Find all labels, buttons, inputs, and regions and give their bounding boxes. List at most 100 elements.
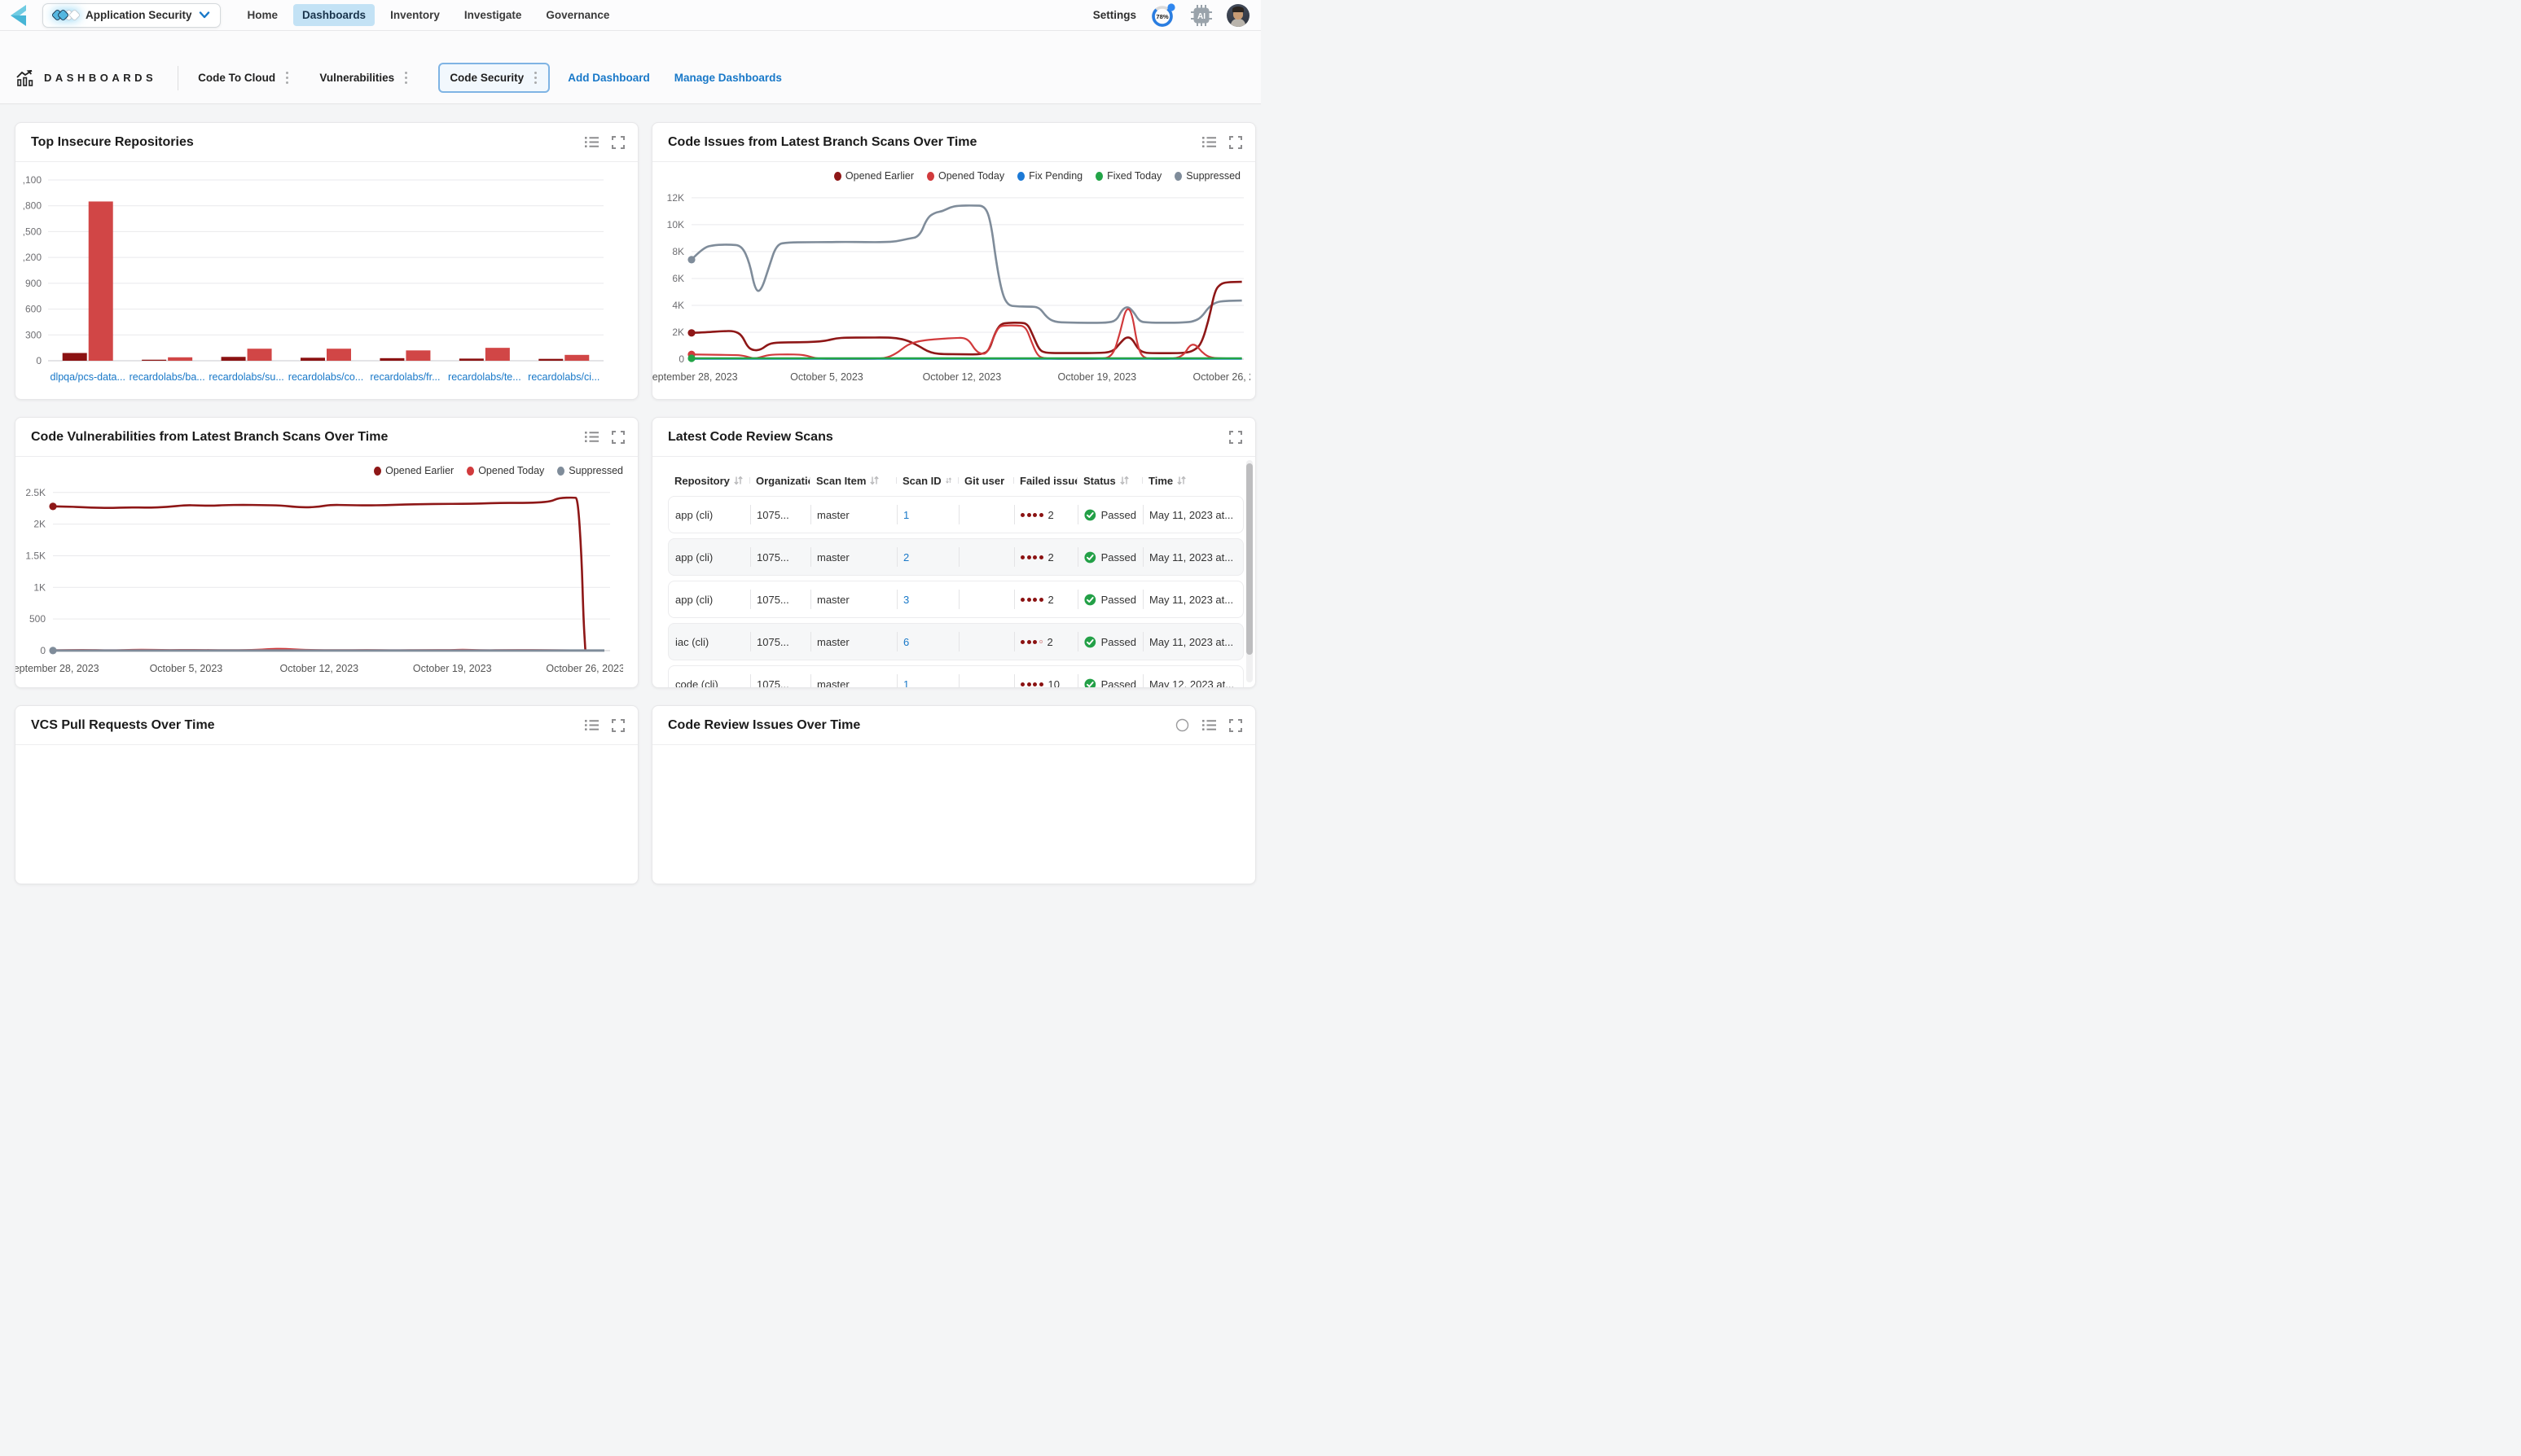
nav-item-governance[interactable]: Governance bbox=[537, 4, 618, 26]
progress-ring[interactable]: 78% bbox=[1150, 2, 1176, 29]
bar-category-link[interactable]: dlpqa/pcs-data... bbox=[51, 371, 125, 383]
legend-item[interactable]: Opened Today bbox=[467, 463, 544, 478]
cell-git-user bbox=[959, 581, 1014, 617]
severity-dots bbox=[1021, 513, 1043, 517]
user-avatar[interactable] bbox=[1227, 4, 1250, 27]
ai-assistant-icon[interactable]: AI bbox=[1190, 4, 1213, 27]
column-header[interactable]: Organization bbox=[749, 475, 810, 487]
dashboards-chart-icon bbox=[16, 70, 34, 86]
bar-category-link[interactable]: recardolabs/co... bbox=[288, 371, 363, 383]
nav-item-investigate[interactable]: Investigate bbox=[455, 4, 531, 26]
passed-check-icon bbox=[1084, 635, 1096, 649]
sort-icon[interactable] bbox=[734, 476, 743, 485]
list-view-icon[interactable] bbox=[585, 136, 599, 148]
nav-item-inventory[interactable]: Inventory bbox=[381, 4, 449, 26]
svg-text:0: 0 bbox=[40, 645, 46, 656]
cell-organization: 1075... bbox=[750, 666, 810, 688]
kebab-menu-icon[interactable] bbox=[533, 70, 538, 86]
dashboard-tab-vulnerabilities[interactable]: Vulnerabilities bbox=[319, 70, 409, 86]
table-row[interactable]: app (cli) 1075... master 1 2 Passed May … bbox=[668, 496, 1244, 533]
panel-latest-code-review-scans: Latest Code Review Scans RepositoryOrgan… bbox=[652, 417, 1256, 688]
bar-category-link[interactable]: recardolabs/ci... bbox=[528, 371, 600, 383]
app-modules-icon bbox=[53, 11, 79, 20]
expand-icon[interactable] bbox=[612, 136, 625, 149]
svg-text:AI: AI bbox=[1197, 12, 1206, 21]
bar-category-link[interactable]: recardolabs/te... bbox=[448, 371, 521, 383]
cell-scan-id-link[interactable]: 3 bbox=[897, 581, 959, 617]
panel-code-review-issues: Code Review Issues Over Time bbox=[652, 705, 1256, 884]
list-view-icon[interactable] bbox=[1202, 136, 1216, 148]
expand-icon[interactable] bbox=[1229, 431, 1242, 444]
bar-chart-top-insecure: ,100,800,500,2009006003000dlpqa/pcs-data… bbox=[15, 167, 638, 396]
table-row[interactable]: app (cli) 1075... master 3 2 Passed May … bbox=[668, 581, 1244, 618]
add-dashboard-link[interactable]: Add Dashboard bbox=[568, 72, 650, 84]
svg-text:September 28, 2023: September 28, 2023 bbox=[652, 371, 738, 383]
svg-text:2.5K: 2.5K bbox=[25, 487, 46, 498]
legend-item[interactable]: Opened Today bbox=[927, 169, 1004, 183]
cell-scan-id-link[interactable]: 6 bbox=[897, 624, 959, 660]
cell-scan-id-link[interactable]: 1 bbox=[897, 497, 959, 533]
legend-dot bbox=[1096, 172, 1103, 181]
list-view-icon[interactable] bbox=[585, 431, 599, 443]
list-view-icon[interactable] bbox=[585, 719, 599, 731]
legend-item[interactable]: Fix Pending bbox=[1017, 169, 1083, 183]
cell-scan-id-link[interactable]: 2 bbox=[897, 539, 959, 575]
table-row[interactable]: app (cli) 1075... master 2 2 Passed May … bbox=[668, 538, 1244, 576]
cell-status: Passed bbox=[1078, 497, 1143, 533]
cell-failed-issues: 2 bbox=[1014, 581, 1078, 617]
expand-icon[interactable] bbox=[1229, 136, 1242, 149]
column-header[interactable]: Failed issues bbox=[1013, 475, 1077, 487]
svg-text:8K: 8K bbox=[672, 246, 684, 257]
bar-category-link[interactable]: recardolabs/ba... bbox=[130, 371, 205, 383]
legend-item[interactable]: Suppressed bbox=[557, 463, 623, 478]
legend-item[interactable]: Opened Earlier bbox=[834, 169, 914, 183]
dashboard-tab-code-security-selected[interactable]: Code Security bbox=[438, 63, 550, 93]
bar-category-link[interactable]: recardolabs/su... bbox=[209, 371, 283, 383]
dashboards-heading: DASHBOARDS bbox=[16, 70, 156, 86]
cell-time: May 11, 2023 at... bbox=[1143, 539, 1243, 575]
app-selector-dropdown[interactable]: Application Security bbox=[42, 3, 221, 28]
panel-title: Top Insecure Repositories bbox=[31, 135, 194, 150]
dashboard-tab-code-to-cloud[interactable]: Code To Cloud bbox=[198, 70, 290, 86]
kebab-menu-icon[interactable] bbox=[284, 70, 290, 86]
legend-item[interactable]: Opened Earlier bbox=[374, 463, 454, 478]
legend-dot bbox=[1017, 172, 1025, 181]
cell-failed-issues: 10 bbox=[1014, 666, 1078, 688]
brand-logo-icon[interactable] bbox=[7, 3, 31, 28]
svg-text:September 28, 2023: September 28, 2023 bbox=[15, 663, 99, 674]
kebab-menu-icon[interactable] bbox=[403, 70, 409, 86]
passed-check-icon bbox=[1084, 508, 1096, 522]
panel-top-insecure-repositories: Top Insecure Repositories ,100,800,500,2… bbox=[15, 122, 639, 400]
expand-icon[interactable] bbox=[612, 431, 625, 444]
nav-item-dashboards[interactable]: Dashboards bbox=[293, 4, 375, 26]
column-header[interactable]: Status bbox=[1077, 475, 1142, 487]
sort-icon[interactable] bbox=[870, 476, 879, 485]
cell-scan-id-link[interactable]: 1 bbox=[897, 666, 959, 688]
expand-icon[interactable] bbox=[1229, 719, 1242, 732]
settings-button[interactable]: Settings bbox=[1093, 9, 1136, 21]
expand-icon[interactable] bbox=[612, 719, 625, 732]
column-header[interactable]: Scan Item bbox=[810, 475, 896, 487]
svg-text:1.5K: 1.5K bbox=[25, 550, 46, 561]
sort-icon[interactable] bbox=[946, 476, 951, 485]
manage-dashboards-link[interactable]: Manage Dashboards bbox=[674, 72, 782, 84]
line-chart-code-vulnerabilities: 2.5K2K1.5K1K5000September 28, 2023Octobe… bbox=[15, 478, 638, 682]
table-row[interactable]: iac (cli) 1075... master 6 2 Passed May … bbox=[668, 623, 1244, 660]
table-row[interactable]: code (cli) 1075... master 1 10 Passed Ma… bbox=[668, 665, 1244, 688]
column-header[interactable]: Scan ID bbox=[896, 475, 958, 487]
svg-text:,100: ,100 bbox=[23, 174, 42, 186]
list-view-icon[interactable] bbox=[1202, 719, 1216, 731]
cell-repository: code (cli) bbox=[669, 666, 750, 688]
column-header[interactable]: Repository bbox=[668, 475, 749, 487]
cell-git-user bbox=[959, 497, 1014, 533]
bar-category-link[interactable]: recardolabs/fr... bbox=[370, 371, 440, 383]
column-header[interactable]: Git user bbox=[958, 475, 1013, 487]
sort-icon[interactable] bbox=[1177, 476, 1186, 485]
scrollbar-thumb[interactable] bbox=[1246, 463, 1253, 655]
sort-icon[interactable] bbox=[1120, 476, 1129, 485]
legend-item[interactable]: Suppressed bbox=[1175, 169, 1241, 183]
column-header[interactable]: Time bbox=[1142, 475, 1244, 487]
nav-item-home[interactable]: Home bbox=[239, 4, 288, 26]
cell-status: Passed bbox=[1078, 666, 1143, 688]
legend-item[interactable]: Fixed Today bbox=[1096, 169, 1162, 183]
